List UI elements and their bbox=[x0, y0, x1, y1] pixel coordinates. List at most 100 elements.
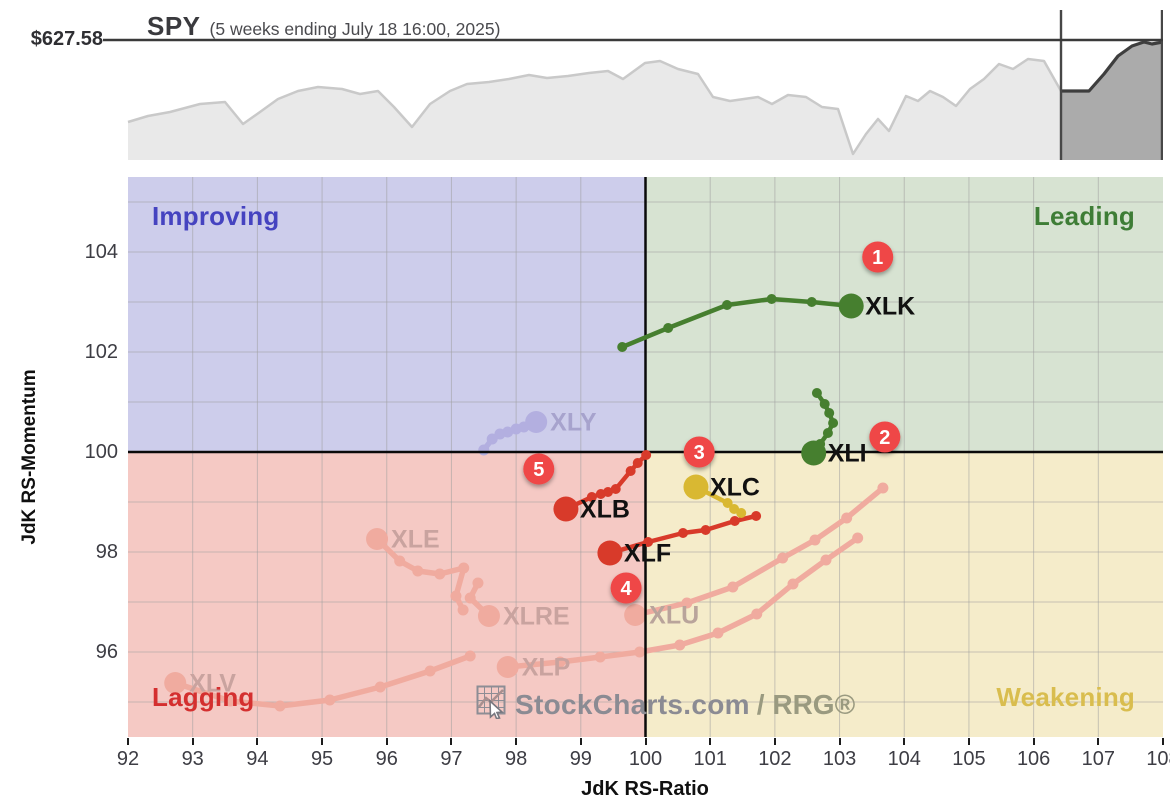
svg-text:4: 4 bbox=[621, 578, 633, 600]
watermark-rrg-text: / RRG® bbox=[756, 688, 856, 720]
tail-dot-xlb bbox=[586, 492, 597, 502]
tail-xly: XLY bbox=[478, 409, 597, 456]
symbol-label-xle: XLE bbox=[391, 526, 440, 554]
tail-dot-xlp bbox=[594, 651, 606, 663]
tail-xlk: XLK bbox=[617, 293, 915, 352]
symbol-dot-xlk[interactable] bbox=[838, 293, 864, 319]
tail-dot-xlp bbox=[787, 578, 799, 590]
y-tick-label: 102 bbox=[84, 341, 118, 363]
tail-dot-xlv bbox=[424, 665, 436, 677]
tail-dot-xlf bbox=[643, 537, 654, 547]
x-tick-label: 106 bbox=[1016, 748, 1051, 770]
x-tick-mark bbox=[903, 738, 906, 745]
tail-xlre: XLRE bbox=[464, 577, 570, 631]
x-tick-label: 96 bbox=[375, 748, 398, 770]
tail-dot-xlp bbox=[852, 532, 864, 544]
x-tick-label: 101 bbox=[693, 748, 727, 770]
y-axis-title: JdK RS-Momentum bbox=[19, 369, 40, 545]
x-axis-title: JdK RS-Ratio bbox=[581, 778, 709, 800]
x-tick-mark bbox=[773, 738, 776, 745]
y-tick-label: 104 bbox=[84, 241, 118, 263]
x-tick-label: 108 bbox=[1146, 748, 1170, 770]
tail-dot-xlf bbox=[700, 525, 711, 535]
x-tick-label: 105 bbox=[952, 748, 986, 770]
y-tick-label: 98 bbox=[95, 541, 118, 563]
tail-dot-xlp bbox=[712, 627, 724, 639]
x-tick-label: 95 bbox=[310, 748, 334, 770]
x-tick-mark bbox=[515, 738, 518, 745]
x-tick-mark bbox=[191, 738, 194, 745]
tail-dot-xlp bbox=[554, 656, 566, 668]
tail-dot-xli bbox=[828, 418, 839, 428]
svg-text:2: 2 bbox=[879, 427, 890, 449]
x-tick-mark bbox=[1162, 738, 1164, 745]
spy-last-price: $627.58 bbox=[30, 28, 103, 50]
symbol-dot-xly bbox=[525, 411, 548, 433]
spy-area-fill bbox=[128, 42, 1163, 160]
x-tick-mark bbox=[1032, 738, 1035, 745]
symbol-dot-xli[interactable] bbox=[801, 440, 827, 466]
svg-text:3: 3 bbox=[694, 442, 705, 464]
tail-xle: XLE bbox=[366, 526, 470, 616]
tail-xli: XLI bbox=[801, 388, 867, 468]
tail-dot-xlb bbox=[595, 489, 606, 499]
y-tick-label: 100 bbox=[84, 441, 118, 463]
tail-dot-xli bbox=[819, 399, 830, 409]
x-tick-mark bbox=[256, 738, 259, 745]
tail-dot-xli bbox=[822, 428, 833, 438]
tail-dot-xli bbox=[811, 388, 822, 398]
symbol-label-xli[interactable]: XLI bbox=[828, 440, 867, 468]
symbol-dot-xlb[interactable] bbox=[553, 496, 579, 522]
watermark-text: StockCharts.com bbox=[515, 688, 750, 720]
tail-dot-xlb bbox=[641, 450, 652, 460]
x-tick-label: 93 bbox=[181, 748, 204, 770]
tail-dot-xlu bbox=[809, 534, 821, 546]
symbol-dot-xlf[interactable] bbox=[597, 540, 623, 566]
spy-subtitle: (5 weeks ending July 18 16:00, 2025) bbox=[209, 19, 501, 39]
tail-dot-xlk bbox=[663, 323, 674, 333]
symbol-label-xlf[interactable]: XLF bbox=[624, 540, 671, 568]
tail-dot-xlu bbox=[877, 482, 889, 494]
quadrant-label-improving: Improving bbox=[152, 201, 280, 231]
tail-dot-xle bbox=[412, 565, 424, 577]
tail-xlv: XLV bbox=[164, 650, 476, 712]
tail-xlc: XLC bbox=[683, 474, 760, 518]
symbol-label-xlb[interactable]: XLB bbox=[580, 496, 630, 524]
tail-dot-xlv bbox=[374, 681, 386, 693]
symbol-dot-xlre bbox=[477, 605, 500, 627]
tail-dot-xlb bbox=[625, 466, 636, 476]
symbol-label-xlk[interactable]: XLK bbox=[865, 293, 915, 321]
callout-circle-2: 2 bbox=[869, 421, 901, 453]
spy-highlight-line bbox=[1061, 40, 1163, 93]
tail-dot-xlk bbox=[722, 300, 733, 310]
tail-dot-xlf bbox=[678, 528, 689, 538]
tail-dot-xlb bbox=[610, 484, 621, 494]
x-tick-label: 99 bbox=[569, 748, 592, 770]
tail-dot-xlp bbox=[751, 608, 763, 620]
tail-dot-xlp bbox=[634, 646, 646, 658]
symbol-label-xlp: XLP bbox=[522, 654, 571, 682]
symbol-dot-xlc[interactable] bbox=[683, 474, 709, 500]
tail-dot-xlp bbox=[820, 554, 832, 566]
quadrant-label-weakening: Weakening bbox=[996, 682, 1135, 712]
x-tick-label: 104 bbox=[887, 748, 921, 770]
tail-dot-xle bbox=[394, 555, 406, 567]
tail-dot-xle bbox=[457, 604, 469, 616]
x-tick-mark bbox=[127, 738, 129, 745]
symbol-label-xlc[interactable]: XLC bbox=[710, 474, 760, 502]
stockcharts-logo-icon bbox=[476, 685, 508, 724]
tail-xlb: XLB bbox=[553, 450, 652, 524]
x-tick-mark bbox=[838, 738, 841, 745]
symbol-label-xly: XLY bbox=[550, 409, 597, 437]
tail-dot-xlf bbox=[729, 516, 740, 526]
x-tick-mark bbox=[967, 738, 970, 745]
x-tick-label: 92 bbox=[116, 748, 140, 770]
callout-circle-1: 1 bbox=[862, 241, 894, 273]
tail-dot-xlv bbox=[274, 700, 286, 712]
tail-dot-xlk bbox=[617, 342, 628, 352]
x-tick-label: 98 bbox=[505, 748, 528, 770]
tail-dot-xlk bbox=[766, 294, 777, 304]
x-tick-mark bbox=[1097, 738, 1100, 745]
callout-circle-3: 3 bbox=[683, 436, 715, 468]
rrg-plot-area: XLY XLE XLRE XLV XLP XLU XLB XLF XLC XLI XLK 1 2 3 4 5 … bbox=[128, 177, 1163, 737]
